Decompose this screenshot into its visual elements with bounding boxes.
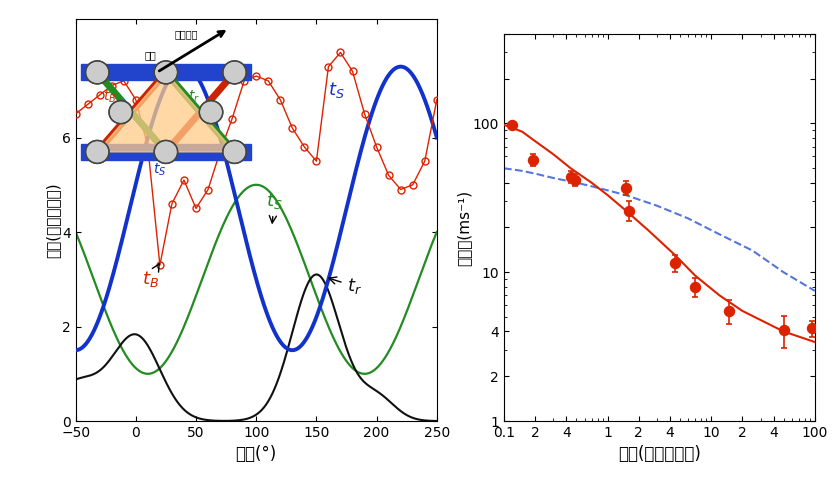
Y-axis label: 線幅(ミリテスラ): 線幅(ミリテスラ) — [45, 182, 60, 258]
X-axis label: 角度(°): 角度(°) — [235, 445, 277, 464]
Text: $t_B$: $t_B$ — [142, 264, 160, 289]
Text: $t_r$: $t_r$ — [329, 276, 361, 296]
Text: $t_S$: $t_S$ — [265, 191, 282, 223]
X-axis label: 磁場(ミリテスラ): 磁場(ミリテスラ) — [618, 445, 701, 464]
Text: $t_S$: $t_S$ — [328, 80, 345, 100]
Y-axis label: 緩和率(ms⁻¹): 緩和率(ms⁻¹) — [456, 189, 471, 266]
